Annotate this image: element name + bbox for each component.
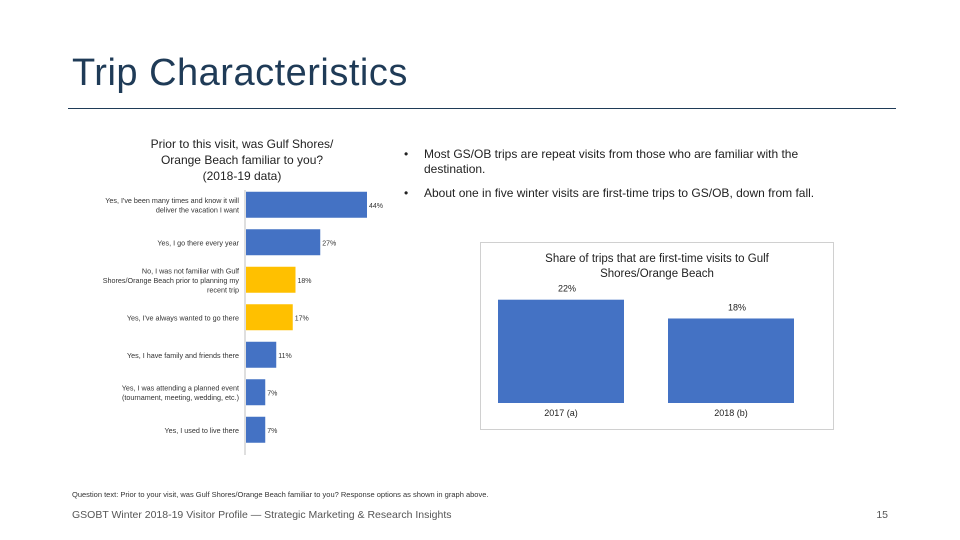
familiarity-bar-chart: 44% Yes, I've been many times and know it… — [103, 190, 383, 455]
bar-value-label: 11% — [278, 353, 292, 360]
familiarity-chart-title: Prior to this visit, was Gulf Shores/ Or… — [112, 136, 372, 184]
first-time-visits-bar-chart: 22% 2017 (a) 18% 2018 (b) — [498, 284, 794, 418]
bar-3 — [246, 304, 293, 331]
finding-text: Most GS/OB trips are repeat visits from … — [424, 147, 799, 176]
bar-4 — [246, 341, 277, 368]
category-label: Yes, I used to live there — [165, 426, 239, 435]
bar-value-label: 7% — [267, 428, 277, 435]
year-bar-0 — [498, 299, 624, 403]
question-footnote: Question text: Prior to your visit, was … — [72, 490, 489, 499]
bar-value-label: 7% — [267, 390, 277, 397]
title-divider — [68, 108, 896, 109]
first-time-chart-title-line: Share of trips that are first-time visit… — [545, 253, 769, 265]
familiarity-chart-title-line: (2018-19 data) — [202, 169, 282, 183]
first-time-visits-chart-panel: Share of trips that are first-time visit… — [480, 242, 834, 430]
year-bar-1 — [668, 318, 794, 403]
category-label: Yes, I've always wanted to go there — [127, 313, 239, 322]
finding-item: • Most GS/OB trips are repeat visits fro… — [402, 147, 862, 177]
year-category-label: 2017 (a) — [544, 408, 578, 418]
page-title: Trip Characteristics — [72, 52, 408, 94]
category-label: Yes, I've been many times and know it wi… — [105, 196, 239, 205]
bar-value-label: 18% — [298, 278, 312, 285]
bar-2 — [246, 266, 296, 293]
key-findings: • Most GS/OB trips are repeat visits fro… — [402, 147, 862, 210]
page-number: 15 — [876, 509, 888, 521]
bar-6 — [246, 416, 266, 443]
category-label: Yes, I have family and friends there — [127, 351, 239, 360]
bullet-marker: • — [404, 147, 409, 161]
year-bar-value-label: 18% — [728, 302, 746, 312]
finding-item: • About one in five winter visits are fi… — [402, 186, 862, 201]
finding-text: About one in five winter visits are firs… — [424, 186, 815, 200]
year-category-label: 2018 (b) — [714, 408, 748, 418]
bar-5 — [246, 379, 266, 406]
familiarity-chart-title-line: Orange Beach familiar to you? — [160, 153, 324, 167]
category-label: Shores/Orange Beach prior to planning my — [103, 276, 240, 285]
bar-0 — [246, 191, 367, 218]
first-time-chart-title: Share of trips that are first-time visit… — [481, 252, 833, 282]
familiarity-chart-title-line: Prior to this visit, was Gulf Shores/ — [150, 137, 334, 151]
category-label: recent trip — [207, 285, 239, 294]
category-label: deliver the vacation I want — [156, 206, 239, 215]
bullet-marker: • — [404, 186, 409, 200]
category-label: Yes, I was attending a planned event — [122, 384, 239, 393]
category-label: No, I was not familiar with Gulf — [142, 266, 239, 275]
first-time-chart-title-line: Shores/Orange Beach — [600, 268, 714, 280]
category-label: (tournament, meeting, wedding, etc.) — [122, 393, 239, 402]
bar-value-label: 44% — [369, 203, 383, 210]
year-bar-value-label: 22% — [558, 284, 576, 294]
bar-1 — [246, 229, 321, 256]
bar-value-label: 27% — [322, 240, 336, 247]
bar-value-label: 17% — [295, 315, 309, 322]
footer-text: GSOBT Winter 2018-19 Visitor Profile — S… — [72, 509, 452, 521]
category-label: Yes, I go there every year — [157, 238, 239, 247]
